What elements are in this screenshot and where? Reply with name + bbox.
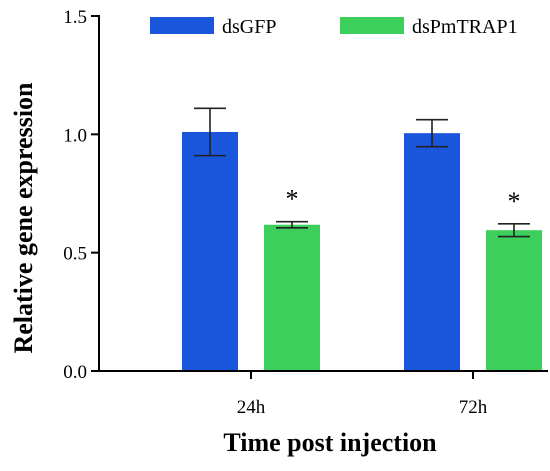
legend-label-dsPmTRAP1: dsPmTRAP1	[412, 16, 518, 38]
error-bar	[194, 107, 226, 157]
y-ticks: 0.0 0.5 1.0 1.5	[63, 7, 99, 383]
error-bar	[416, 118, 448, 148]
legend-label-dsGFP: dsGFP	[222, 16, 276, 38]
plot-bars: * *	[182, 107, 542, 371]
error-bar	[276, 220, 308, 229]
bar-dsPmTRAP1-24h	[264, 224, 320, 371]
y-tick-label: 1.5	[63, 7, 87, 28]
error-bar	[498, 222, 530, 238]
plot-axes	[98, 15, 548, 372]
x-ticks: 24h 72h	[237, 371, 488, 418]
legend-swatch-dsGFP	[150, 17, 214, 34]
y-tick-label: 1.0	[63, 125, 87, 146]
x-axis-title: Time post injection	[223, 428, 437, 457]
bar-dsGFP-72h	[404, 133, 460, 371]
bar-dsPmTRAP1-72h	[486, 230, 542, 371]
legend-swatch-dsPmTRAP1	[340, 17, 404, 34]
x-tick-label: 24h	[237, 397, 266, 418]
y-axis-title: Relative gene expression	[9, 82, 38, 354]
y-tick-label: 0.0	[63, 362, 87, 383]
significance-marker: *	[508, 187, 521, 216]
legend: dsGFP dsPmTRAP1	[150, 16, 518, 38]
significance-marker: *	[286, 185, 299, 214]
y-tick-label: 0.5	[63, 244, 87, 265]
x-tick-label: 72h	[459, 397, 488, 418]
bar-dsGFP-24h	[182, 131, 238, 371]
